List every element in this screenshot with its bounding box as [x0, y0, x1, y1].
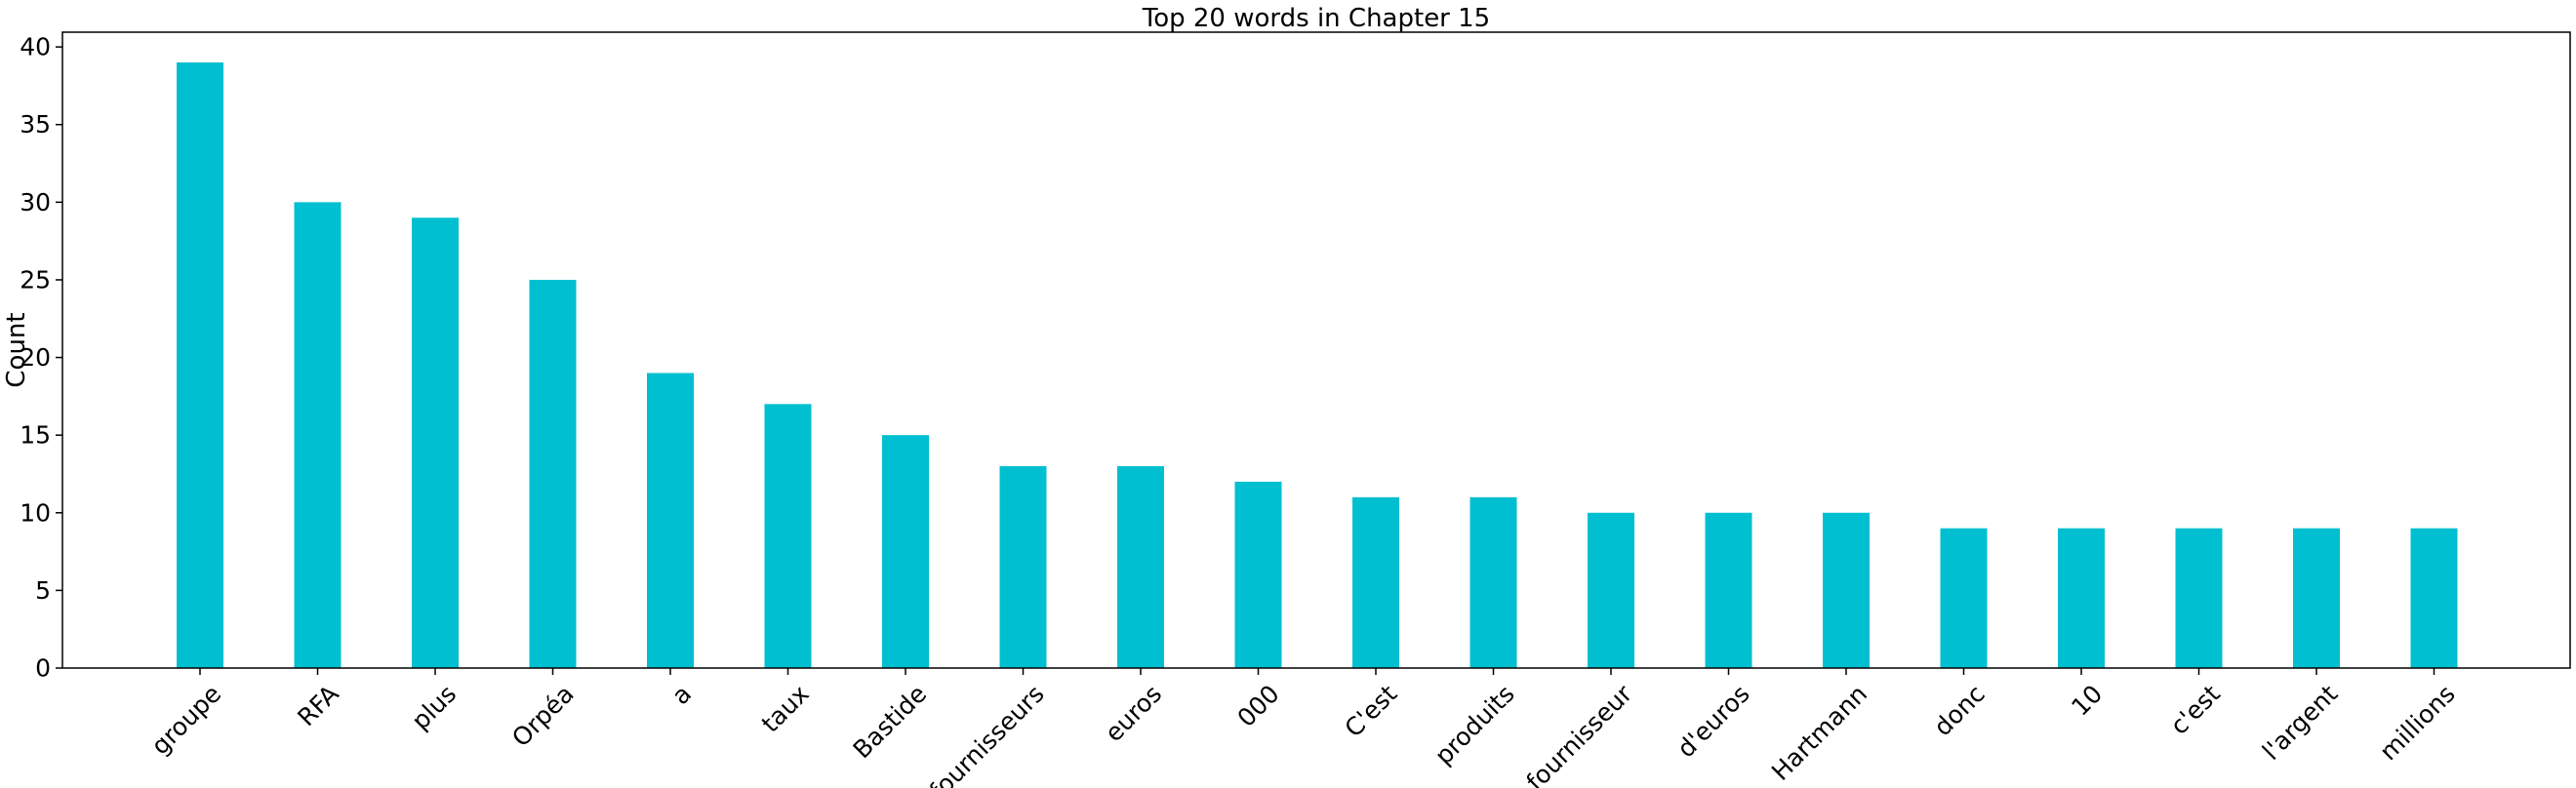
x-tick-label-19: millions [2374, 680, 2461, 767]
x-tick-label-11: produits [1429, 680, 1520, 770]
x-tick-label-2: plus [406, 680, 462, 735]
x-tick-label-8: euros [1100, 680, 1167, 747]
x-tick-label-5: taux [756, 680, 815, 738]
y-tick-label-1: 5 [35, 576, 51, 605]
y-axis-ticks: 0 5 10 15 20 25 30 35 40 [20, 33, 62, 683]
bar-9 [1234, 481, 1282, 668]
bar-17 [2175, 528, 2223, 668]
y-tick-label-2: 10 [20, 498, 51, 527]
y-tick-label-7: 35 [20, 110, 51, 138]
y-tick-label-6: 30 [20, 188, 51, 217]
y-tick-label-5: 25 [20, 265, 51, 294]
bar-2 [412, 217, 459, 668]
bar-18 [2293, 528, 2340, 668]
x-tick-label-9: 000 [1232, 680, 1285, 732]
bar-5 [764, 404, 812, 668]
x-tick-label-14: Hartmann [1766, 680, 1872, 786]
y-tick-label-4: 20 [20, 343, 51, 372]
bars-group [177, 62, 2458, 669]
x-tick-label-15: donc [1928, 680, 1990, 741]
bar-11 [1469, 496, 1517, 668]
x-tick-label-10: C'est [1340, 680, 1403, 743]
x-tick-label-0: groupe [146, 680, 227, 761]
x-tick-label-12: fournisseur [1521, 679, 1638, 788]
bar-0 [177, 62, 223, 669]
bar-19 [2410, 528, 2458, 668]
x-tick-label-3: Orpéa [506, 680, 580, 753]
chart-title: Top 20 words in Chapter 15 [1142, 4, 1490, 33]
y-tick-label-0: 0 [35, 654, 51, 683]
x-tick-label-6: Bastide [848, 680, 933, 765]
bar-1 [294, 202, 342, 668]
bar-10 [1352, 496, 1399, 668]
plot-frame [61, 31, 2571, 669]
x-tick-label-1: RFA [292, 680, 343, 731]
y-tick-label-8: 40 [20, 33, 51, 61]
bar-7 [999, 466, 1047, 668]
bar-6 [882, 435, 929, 668]
bar-3 [529, 279, 577, 668]
x-tick-label-7: fournisseurs [924, 680, 1050, 788]
x-tick-label-13: d'euros [1671, 680, 1755, 764]
bar-4 [647, 373, 694, 668]
bar-13 [1705, 512, 1752, 668]
bar-14 [1823, 512, 1870, 668]
bar-12 [1588, 512, 1634, 668]
y-axis-label: Count [2, 312, 31, 387]
x-tick-label-18: l'argent [2257, 680, 2343, 766]
bar-16 [2058, 528, 2105, 668]
x-tick-label-4: a [666, 680, 697, 710]
x-tick-label-16: 10 [2066, 680, 2108, 722]
bar-8 [1117, 466, 1164, 668]
x-axis-ticks: groupe RFA plus Orpéa a taux Bastidefournisseu… [146, 668, 2461, 788]
bar-15 [1940, 528, 1988, 668]
x-tick-label-17: c'est [2165, 680, 2226, 740]
y-tick-label-3: 15 [20, 421, 51, 450]
